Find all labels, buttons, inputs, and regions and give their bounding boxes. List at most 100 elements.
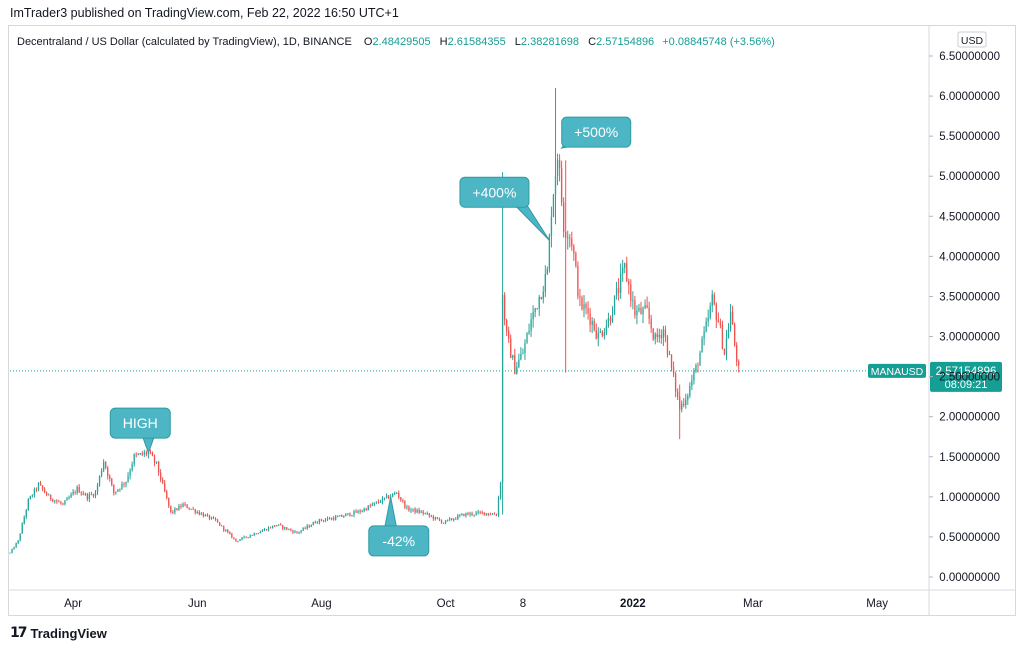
x-tick-label: Aug: [311, 598, 331, 610]
candle-body: [599, 331, 601, 333]
candle-body: [591, 320, 593, 325]
candle-body: [353, 511, 355, 516]
candle-body: [676, 391, 679, 397]
candle-body: [349, 513, 351, 516]
candle-body: [501, 294, 504, 483]
y-tick-label: 6.00000000: [939, 91, 1000, 103]
symbol-badge[interactable]: [868, 363, 926, 378]
legend-symbol-title: Decentraland / US Dollar (calculated by …: [17, 36, 352, 48]
countdown-label: 08:09:21: [945, 379, 988, 391]
candle-body: [345, 514, 347, 517]
annotation-callout[interactable]: +400%: [459, 176, 550, 241]
candle-body: [542, 291, 544, 300]
candle-body: [709, 306, 711, 318]
candle-body: [257, 533, 259, 535]
candle-body: [546, 269, 549, 275]
candle-body: [113, 484, 115, 493]
candle-body: [76, 486, 78, 493]
annotation-callout[interactable]: -42%: [368, 496, 430, 557]
candle-body: [697, 365, 699, 366]
candle-body: [210, 517, 213, 519]
candle-body: [335, 516, 337, 520]
annotations-layer: HIGH -42% +400% +500%: [109, 116, 632, 557]
candle-body: [102, 462, 105, 471]
candle-body: [459, 515, 461, 516]
last-price-badge[interactable]: [930, 361, 1002, 392]
annotation-callout[interactable]: HIGH: [109, 407, 171, 455]
candle-body: [640, 307, 642, 315]
candle-body: [15, 543, 17, 548]
currency-badge[interactable]: [957, 31, 987, 48]
candle-body: [446, 519, 449, 521]
candle-body: [263, 529, 266, 531]
published-by-line: ImTrader3 published on TradingView.com, …: [10, 6, 399, 20]
candle-body: [290, 529, 292, 531]
candle-body: [650, 318, 652, 329]
candle-body: [322, 520, 325, 522]
candle-body: [497, 497, 500, 516]
candle-body: [188, 508, 190, 509]
candle-body: [64, 500, 66, 505]
candle-body: [172, 511, 174, 513]
candle-body: [453, 518, 455, 520]
candle-body: [467, 513, 469, 515]
annotation-box: [109, 407, 171, 439]
candle-body: [306, 525, 308, 529]
candle-body: [200, 513, 202, 515]
annotation-callout[interactable]: +500%: [560, 116, 632, 149]
candle-body: [662, 329, 665, 338]
x-tick-label: Mar: [743, 598, 763, 610]
candle-body: [155, 461, 158, 463]
candle-body: [552, 194, 555, 217]
candle-body: [225, 530, 227, 531]
candle-body: [233, 537, 235, 539]
candle-body: [159, 472, 162, 480]
candle-body: [56, 500, 58, 502]
candle-body: [243, 536, 245, 538]
time-axis[interactable]: Apr Jun Aug Oct 8 2022 Mar May: [64, 598, 888, 610]
candle-body: [721, 324, 724, 349]
candle-body: [611, 314, 614, 321]
candle-body: [320, 519, 323, 521]
candle-body: [495, 514, 498, 516]
candle-body: [532, 312, 534, 320]
candles-layer: [9, 88, 740, 554]
candle-body: [554, 175, 557, 195]
candle-body: [137, 454, 139, 456]
legend-close-value: 2.57154896: [596, 36, 654, 48]
price-axis[interactable]: 0.00000000 0.50000000 1.00000000 1.50000000…: [929, 51, 1000, 584]
legend-change-value: +0.08845748 (+3.56%): [662, 36, 775, 48]
candle-body: [738, 361, 740, 366]
candle-body: [365, 508, 367, 511]
candle-body: [729, 311, 732, 330]
candle-body: [267, 527, 270, 531]
candle-body: [241, 537, 243, 540]
tradingview-logo[interactable]: 17 TradingView: [10, 625, 107, 641]
candle-body: [206, 514, 209, 516]
candle-body: [198, 511, 200, 515]
candle-body: [463, 513, 465, 517]
candle-body: [701, 338, 703, 353]
candle-body: [711, 294, 713, 307]
y-tick-label: 0.00000000: [939, 572, 1000, 584]
candle-body: [86, 493, 89, 500]
candle-body: [699, 352, 701, 366]
legend-title: Decentraland / US Dollar (calculated by …: [17, 36, 775, 48]
candle-body: [518, 359, 520, 367]
candle-body: [644, 305, 646, 309]
candle-body: [685, 399, 687, 406]
candle-body: [703, 331, 705, 339]
candle-body: [223, 525, 225, 531]
legend-low-value: 2.38281698: [521, 36, 579, 48]
candle-body: [29, 496, 32, 500]
candle-body: [109, 475, 111, 479]
candle-body: [298, 532, 300, 534]
candle-body: [681, 403, 683, 410]
candle-body: [37, 483, 40, 490]
candle-body: [43, 489, 46, 493]
candle-body: [481, 512, 483, 514]
candle-body: [383, 497, 386, 499]
y-tick-label: 4.50000000: [939, 211, 1000, 223]
candle-body: [556, 159, 559, 176]
